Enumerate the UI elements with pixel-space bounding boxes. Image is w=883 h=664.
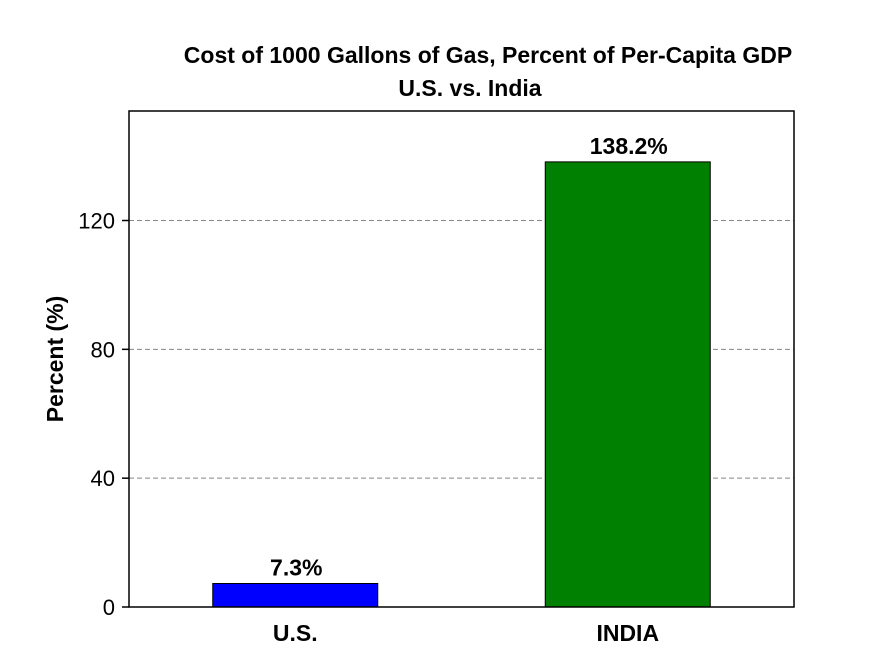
y-tick-label: 0 [103, 595, 115, 620]
y-axis: 0 40 80 120 [78, 209, 129, 620]
data-label: 138.2% [590, 133, 668, 159]
bar [212, 582, 379, 608]
bars [212, 161, 711, 608]
y-tick-label: 40 [91, 466, 115, 491]
plot-area-border [128, 110, 795, 608]
x-tick-label: INDIA [596, 620, 659, 646]
y-tick-label: 120 [78, 209, 115, 234]
bar [544, 161, 711, 608]
chart-title: Cost of 1000 Gallons of Gas, Percent of … [184, 42, 792, 68]
y-tick-label: 80 [91, 337, 115, 362]
labels: 7.3% U.S. 138.2% INDIA [270, 133, 668, 646]
chart-subtitle: U.S. vs. India [398, 75, 541, 101]
x-tick-label: U.S. [273, 620, 318, 646]
y-axis-title: Percent (%) [42, 296, 68, 423]
data-label: 7.3% [270, 554, 322, 580]
